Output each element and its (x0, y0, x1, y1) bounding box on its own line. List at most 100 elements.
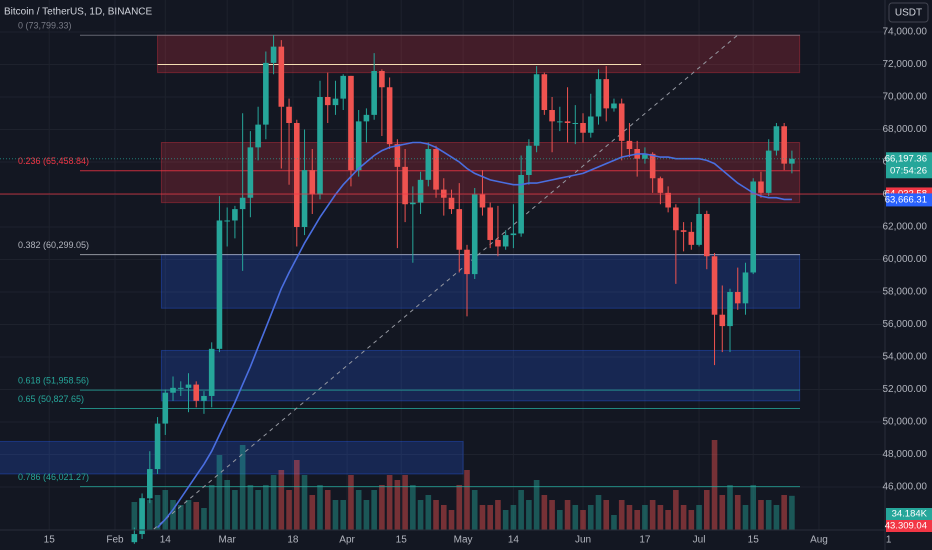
y-tick-label: 62,000.00 (883, 222, 928, 233)
volume-bar (642, 505, 648, 530)
candle-body (247, 147, 254, 198)
y-tick-label: 68,000.00 (883, 124, 928, 135)
candle-body (371, 71, 377, 115)
candle-body (688, 231, 695, 245)
volume-bar (309, 495, 316, 530)
candle-body (448, 197, 455, 210)
fib-label: 0 (73,799.33) (18, 21, 72, 31)
volume-bar (162, 490, 169, 530)
candle-body (649, 153, 656, 179)
volume-tag (886, 508, 932, 520)
candle-body (564, 121, 571, 123)
candle-body (618, 103, 625, 141)
volume-bar (216, 455, 223, 530)
candle-body (657, 178, 664, 193)
volume-bar (611, 515, 617, 530)
candle-body (495, 239, 501, 247)
candle-body (557, 121, 563, 123)
candle-body (704, 213, 710, 257)
candle-body (765, 150, 772, 193)
y-tick-label: 46,000.00 (883, 482, 928, 493)
volume-bar (557, 510, 563, 530)
volume-bar (526, 500, 532, 530)
volume-bar (742, 505, 749, 530)
volume-bar (448, 510, 455, 530)
volume-bar (765, 500, 772, 530)
candle-body (363, 114, 370, 122)
x-tick-label: Jun (575, 535, 591, 546)
y-tick-label: 54,000.00 (883, 352, 928, 363)
volume-bar (657, 505, 664, 530)
y-tick-label: 74,000.00 (883, 27, 928, 38)
candle-body (309, 170, 316, 195)
candle-body (580, 122, 586, 133)
volume-bar (595, 495, 602, 530)
currency-button[interactable] (888, 2, 929, 23)
price-tag-label: 63,666.31 (885, 194, 927, 205)
y-tick-label: 52,000.00 (883, 384, 928, 395)
volume-bar (185, 500, 192, 530)
candle-body (680, 230, 687, 232)
volume-bar (510, 505, 517, 530)
volume-bar (232, 490, 238, 530)
candle-body (402, 166, 408, 205)
fib-label: 0.618 (51,958.56) (18, 376, 89, 386)
currency-label[interactable]: USDT (895, 8, 922, 19)
candle-body (154, 423, 161, 470)
volume-bar (696, 505, 702, 530)
x-tick-label: Aug (810, 535, 828, 546)
volume-bar (417, 500, 424, 530)
candle-body (394, 144, 401, 167)
volume-bar (425, 495, 432, 530)
zone (160, 141, 801, 204)
candle-body (410, 202, 416, 205)
price-tag (886, 152, 932, 179)
candle-body (193, 384, 200, 401)
price-axis (885, 0, 932, 550)
volume-bar (177, 505, 184, 530)
candle-body (572, 122, 579, 124)
candle-body (502, 235, 509, 247)
x-tick-label: Mar (219, 535, 237, 546)
volume-bar (371, 490, 377, 530)
volume-bar (208, 485, 215, 530)
x-tick-label: May (454, 535, 473, 546)
price-tag (886, 193, 932, 207)
candle-body (379, 71, 385, 88)
volume-bar (626, 505, 633, 530)
x-tick-label: Jul (693, 535, 706, 546)
volume-bar (479, 505, 486, 530)
x-tick-label: 14 (508, 535, 520, 546)
chart-title: Bitcoin / TetherUS, 1D, BINANCE (4, 7, 153, 18)
candle-body (665, 192, 671, 208)
volume-tag (886, 520, 932, 532)
candle-body (216, 220, 223, 349)
candle-body (386, 87, 393, 145)
volume-bar (286, 490, 292, 530)
fib-label: 0.236 (65,458.84) (18, 156, 89, 166)
volume-bar (255, 490, 261, 530)
x-tick-label: 18 (287, 535, 299, 546)
candle-body (742, 272, 749, 304)
y-tick-label: 58,000.00 (883, 287, 928, 298)
volume-bar (750, 485, 757, 530)
volume-bar (734, 495, 741, 530)
volume-bar (201, 508, 207, 530)
candle-body (185, 384, 192, 388)
volume-bar (603, 500, 610, 530)
candle-body (526, 145, 532, 175)
fib-label: 0.382 (60,299.05) (18, 240, 89, 250)
candle-body (301, 170, 308, 227)
candle-body (611, 103, 617, 109)
y-tick-label: 70,000.00 (883, 92, 928, 103)
candle-body (293, 122, 300, 227)
volume-bar (247, 485, 254, 530)
volume-bar (711, 440, 718, 530)
zone (157, 34, 801, 74)
candle-body (355, 121, 362, 171)
volume-bar (719, 495, 726, 530)
volume-bar (332, 500, 339, 530)
candle-body (673, 207, 679, 231)
volume-bar (649, 500, 656, 530)
